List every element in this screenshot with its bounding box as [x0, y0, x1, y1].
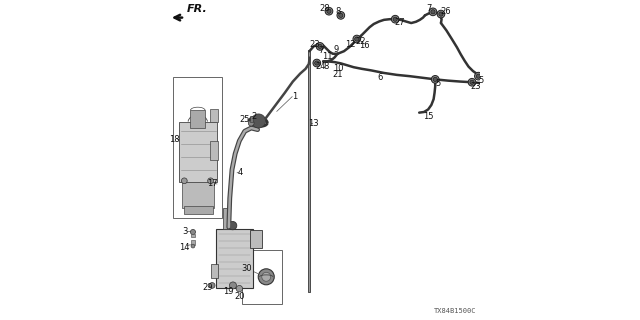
Text: 13: 13 [308, 119, 319, 128]
Text: 20: 20 [235, 292, 245, 301]
Bar [223, 208, 229, 229]
Circle shape [207, 178, 214, 184]
Text: 25: 25 [239, 115, 250, 124]
Text: 5: 5 [436, 79, 441, 88]
Bar [211, 264, 218, 278]
Bar [250, 230, 262, 248]
Circle shape [353, 35, 361, 43]
Circle shape [230, 282, 237, 289]
Circle shape [337, 12, 344, 19]
Circle shape [316, 43, 324, 50]
Circle shape [209, 283, 215, 288]
Text: 3: 3 [182, 227, 188, 236]
Circle shape [431, 76, 439, 83]
Bar [210, 141, 218, 160]
Text: 8: 8 [335, 7, 340, 16]
Text: 5: 5 [478, 76, 483, 85]
Text: 9: 9 [333, 45, 339, 54]
Circle shape [470, 80, 474, 84]
Circle shape [259, 269, 275, 285]
Circle shape [474, 72, 483, 80]
Circle shape [437, 10, 445, 18]
Text: 29: 29 [202, 283, 212, 292]
Text: 23: 23 [310, 40, 320, 49]
Text: 4: 4 [238, 168, 243, 177]
Circle shape [262, 272, 271, 281]
Circle shape [325, 7, 333, 15]
Circle shape [318, 44, 322, 49]
Circle shape [248, 120, 254, 126]
Bar [179, 122, 217, 182]
Text: 17: 17 [207, 179, 218, 188]
Text: 18: 18 [169, 135, 179, 144]
Text: 22: 22 [356, 37, 366, 46]
Circle shape [236, 285, 243, 292]
Bar [191, 240, 195, 245]
Circle shape [327, 9, 331, 13]
Circle shape [182, 178, 188, 184]
Circle shape [313, 59, 321, 67]
Text: 14: 14 [179, 243, 189, 252]
Circle shape [433, 77, 437, 82]
Text: 7: 7 [426, 4, 431, 12]
Text: 7: 7 [318, 46, 324, 55]
Bar [216, 229, 253, 288]
Circle shape [392, 15, 399, 23]
Text: 1: 1 [292, 92, 297, 101]
Bar [182, 182, 214, 208]
Text: 23: 23 [471, 82, 481, 91]
Text: 8: 8 [323, 62, 328, 71]
Circle shape [339, 13, 343, 18]
Text: 28: 28 [320, 4, 330, 12]
Circle shape [252, 114, 266, 128]
Text: 6: 6 [378, 73, 383, 82]
Circle shape [439, 12, 443, 16]
Bar [242, 250, 282, 304]
Circle shape [429, 8, 436, 16]
Circle shape [393, 17, 397, 21]
Text: FR.: FR. [187, 4, 207, 14]
Text: 10: 10 [333, 64, 344, 73]
Bar [250, 116, 253, 122]
Text: 24: 24 [316, 62, 326, 71]
Bar [191, 234, 195, 237]
Bar [191, 110, 205, 128]
Text: 12: 12 [345, 40, 356, 49]
Text: 11: 11 [322, 52, 333, 61]
Text: 15: 15 [424, 112, 434, 121]
Text: 21: 21 [332, 70, 343, 79]
Bar [184, 206, 212, 214]
Text: 19: 19 [223, 287, 234, 296]
Text: 26: 26 [440, 7, 451, 16]
Bar [210, 109, 218, 122]
Circle shape [476, 74, 481, 78]
Circle shape [228, 221, 237, 230]
Circle shape [315, 61, 319, 65]
Circle shape [191, 229, 196, 235]
Text: 30: 30 [241, 264, 252, 273]
Circle shape [431, 10, 435, 14]
Text: 2: 2 [251, 112, 257, 121]
Text: TX84B1500C: TX84B1500C [435, 308, 477, 314]
Circle shape [355, 37, 359, 41]
Circle shape [468, 78, 476, 86]
Bar [173, 77, 223, 218]
Text: 27: 27 [394, 18, 404, 27]
Circle shape [191, 244, 195, 248]
Text: 16: 16 [360, 41, 370, 50]
